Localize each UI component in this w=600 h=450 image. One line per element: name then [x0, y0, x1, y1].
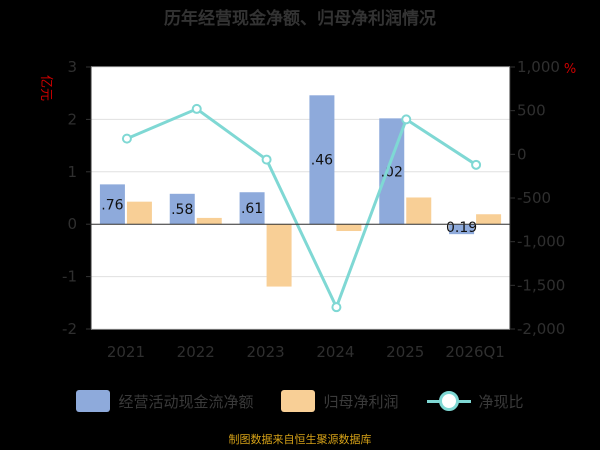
legend-label-net-profit: 归母净利润	[323, 392, 399, 411]
bar-net-profit-2021	[126, 201, 152, 225]
y-right-tick-3: -500	[517, 189, 551, 207]
y-right-tick-2: -1,000	[517, 233, 565, 251]
x-tick-2022: 2022	[177, 343, 215, 361]
y-left-tick-3: 1	[67, 163, 77, 181]
y-left-tick-1: -1	[62, 268, 77, 286]
x-tick-2025: 2025	[386, 343, 424, 361]
data-source-note: 制图数据来自恒生聚源数据库	[228, 433, 372, 446]
x-tick-2021: 2021	[107, 343, 145, 361]
bar-cashflow-2022	[169, 193, 195, 225]
y-left-tick-5: 3	[67, 58, 77, 76]
bar-net-profit-2025	[406, 197, 432, 225]
bar-net-profit-2026Q1	[476, 214, 502, 225]
cash-ratio-point-2024	[331, 302, 342, 313]
bar-cashflow-2026Q1	[449, 224, 475, 235]
legend-swatch-cashflow	[76, 390, 111, 412]
legend-swatch-net-profit	[281, 390, 316, 412]
cash-ratio-line	[126, 107, 477, 312]
x-tick-2026Q1: 2026Q1	[445, 343, 505, 361]
bars	[99, 95, 502, 287]
line-series	[121, 103, 482, 313]
bar-net-profit-2022	[196, 217, 222, 225]
y-left-tick-2: 0	[67, 215, 77, 233]
y-right-tick-1: -1,500	[517, 276, 565, 294]
cash-ratio-point-2021	[121, 133, 132, 144]
bar-cashflow-2023	[239, 192, 265, 225]
bar-label-2023: .61	[241, 201, 263, 217]
x-tick-2023: 2023	[246, 343, 284, 361]
bar-net-profit-2024	[336, 224, 362, 232]
y-axis-right-label: %	[564, 62, 576, 77]
tick-labels: -2 -1 0 1 2 3 -2,000 -1,500 -1,000 -500 0 500 1,000 2…	[62, 58, 565, 361]
cash-ratio-point-2022	[191, 103, 202, 114]
bar-label-2026Q1: 0.19	[446, 220, 477, 236]
y-left-tick-0: -2	[62, 320, 77, 338]
chart-title: 历年经营现金净额、归母净利润情况	[164, 8, 436, 29]
legend-swatch-cash-ratio	[426, 390, 471, 412]
cash-ratio-point-2023	[261, 154, 272, 165]
y-right-tick-5: 500	[517, 102, 546, 120]
legend-item-cash-ratio: 净现比	[426, 390, 524, 412]
y-right-tick-4: 0	[517, 145, 527, 163]
bar-net-profit-2023	[266, 224, 292, 287]
legend-label-cashflow: 经营活动现金流净额	[118, 392, 254, 411]
bar-cashflow-2021	[99, 184, 125, 225]
bar-label-2021: .76	[101, 197, 123, 213]
legend-label-cash-ratio: 净现比	[478, 392, 524, 411]
legend: 经营活动现金流净额 归母净利润 净现比	[0, 386, 600, 416]
y-right-tick-0: -2,000	[517, 320, 565, 338]
plot-background	[91, 67, 510, 329]
bar-label-2022: .58	[171, 202, 193, 218]
bar-label-2024: .46	[311, 153, 333, 169]
cash-ratio-point-2025	[401, 114, 412, 125]
y-left-tick-4: 2	[67, 110, 77, 128]
legend-item-cashflow: 经营活动现金流净额	[76, 390, 253, 412]
bar-cashflow-2024	[309, 95, 335, 225]
x-tick-2024: 2024	[316, 343, 354, 361]
cash-ratio-point-2026Q1	[471, 159, 482, 170]
legend-item-net-profit: 归母净利润	[281, 390, 399, 412]
y-axis-left-label: 亿元	[38, 75, 53, 101]
y-right-tick-6: 1,000	[517, 58, 560, 76]
